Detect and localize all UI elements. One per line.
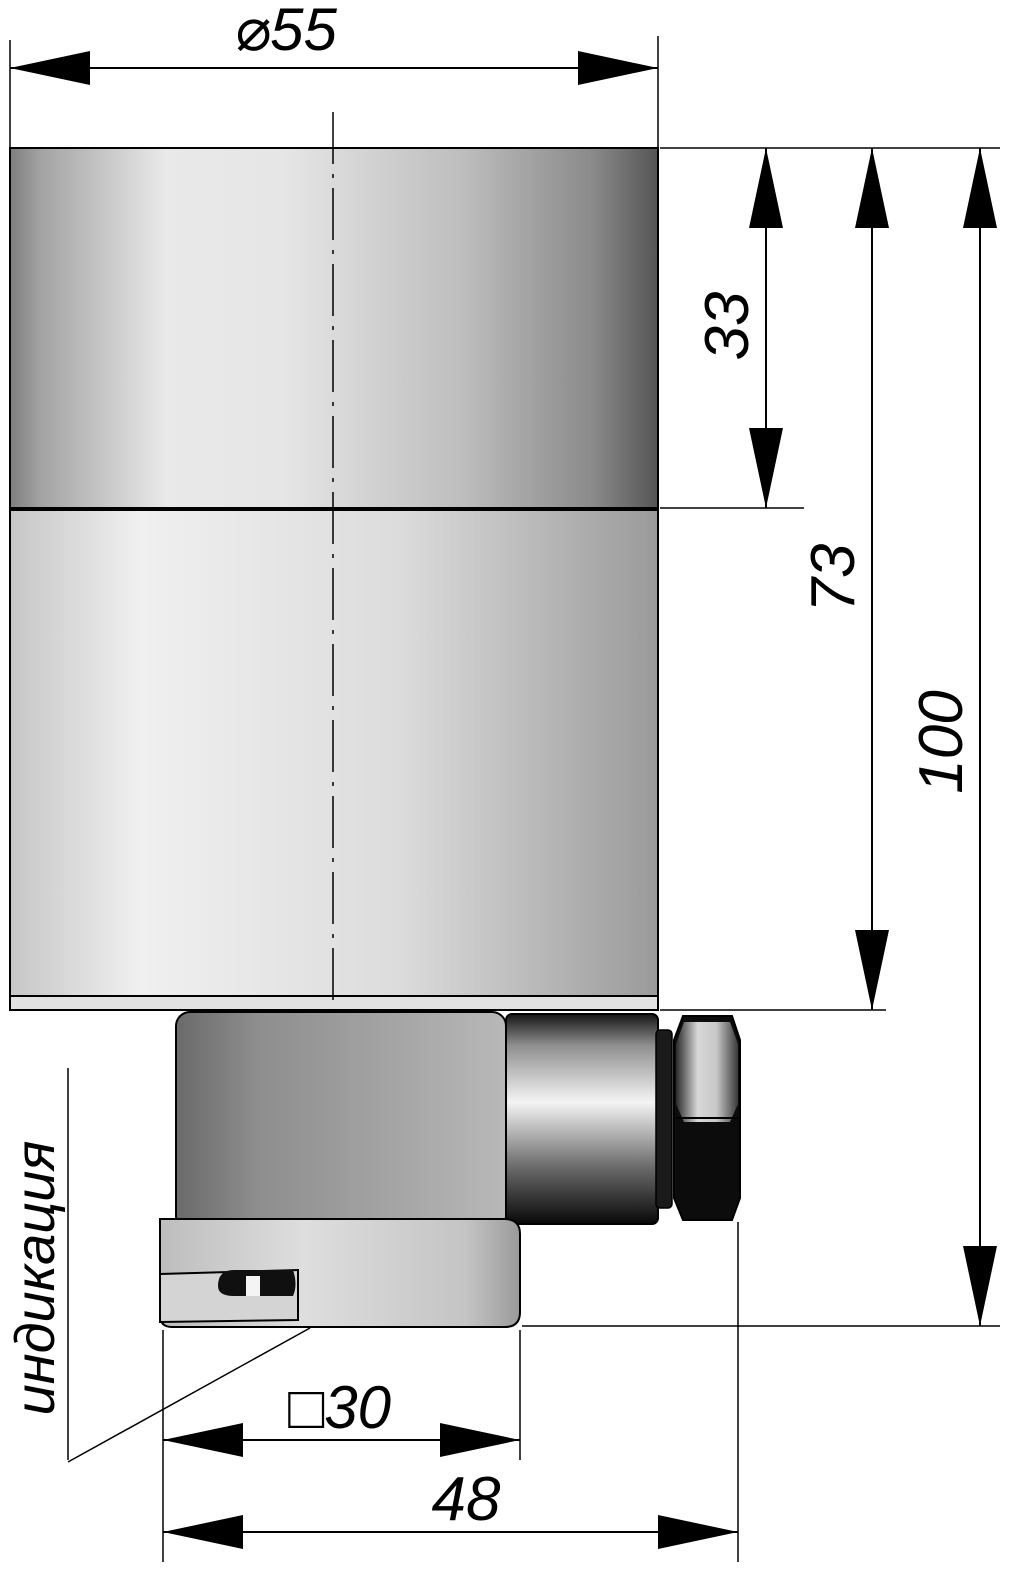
- dimension-lines: [10, 50, 997, 1549]
- connector-square-label: □30: [288, 1374, 391, 1441]
- body-height-label: 73: [799, 544, 868, 613]
- cable-nut: [673, 1015, 741, 1221]
- sensor-body: [9, 112, 659, 1011]
- housing-bottom-rim: [9, 995, 659, 1011]
- dimension-labels: ⌀55 33 73 100 □30 48 индикация: [3, 0, 976, 1534]
- led-slot: [246, 1276, 260, 1296]
- connector-square-value: 30: [324, 1374, 391, 1441]
- total-width-label: 48: [432, 1465, 501, 1534]
- sensor-housing-cylinder: [9, 509, 659, 999]
- diameter-symbol: ⌀: [234, 0, 270, 63]
- gland-ring: [655, 1029, 673, 1209]
- connector: [159, 1011, 741, 1328]
- diameter-label: ⌀55: [234, 0, 337, 63]
- diameter-value: 55: [270, 0, 337, 63]
- indicator-leader-line: [67, 1327, 311, 1463]
- face-height-label: 33: [693, 292, 762, 361]
- extension-lines: [9, 36, 1000, 1562]
- sensing-face: [9, 147, 659, 509]
- connector-housing: [175, 1011, 507, 1231]
- indicator-label: индикация: [3, 1141, 66, 1416]
- total-height-label: 100: [907, 690, 976, 793]
- cable-gland: [505, 1013, 659, 1225]
- square-symbol: □: [288, 1374, 324, 1441]
